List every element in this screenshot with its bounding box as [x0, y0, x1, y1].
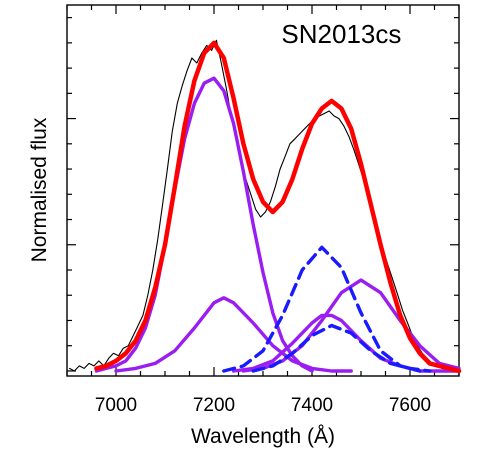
x-tick-label: 7400 [291, 395, 333, 416]
gaussian-component-line [114, 296, 353, 373]
x-tick-labels: 7000 7200 7400 7600 [95, 395, 431, 416]
x-tick-label: 7600 [389, 395, 431, 416]
x-axis-title: Wavelength (Å) [191, 425, 335, 448]
annotation-label: SN2013cs [281, 19, 401, 49]
observed-spectrum-line [68, 39, 458, 372]
total-fit-line [94, 40, 462, 374]
x-tick-label: 7200 [193, 395, 235, 416]
dashed-gaussian-component-line [222, 245, 422, 373]
axis-ticks [66, 5, 460, 376]
dashed-gaussian-component-line [251, 323, 432, 373]
plot-curves [68, 39, 462, 374]
x-tick-label: 7000 [95, 395, 137, 416]
y-axis-title: Normalised flux [28, 117, 51, 262]
gaussian-component-line [94, 76, 314, 373]
